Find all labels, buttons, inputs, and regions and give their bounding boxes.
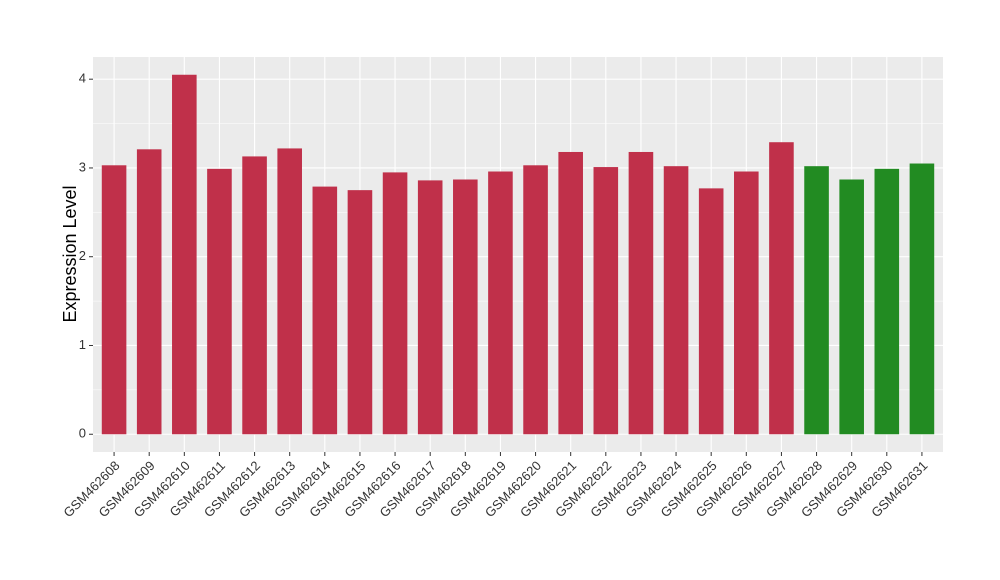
y-tick-label: 1	[79, 337, 86, 352]
bar	[874, 168, 900, 435]
bar	[804, 166, 829, 435]
bar	[172, 74, 197, 435]
bar	[417, 180, 443, 435]
bar	[277, 148, 302, 435]
bar	[558, 151, 583, 435]
bar	[663, 166, 689, 435]
bar	[207, 168, 232, 435]
bar	[242, 156, 267, 435]
bar	[312, 186, 338, 435]
y-tick-label: 3	[79, 159, 86, 174]
bar	[453, 179, 478, 435]
bar	[839, 179, 864, 435]
bar	[734, 171, 759, 435]
bar	[698, 188, 724, 435]
bar	[593, 167, 619, 435]
plot-background	[93, 57, 943, 452]
bar	[769, 142, 794, 435]
y-tick-label: 4	[79, 71, 86, 86]
bar	[909, 163, 935, 435]
y-tick-label: 0	[79, 426, 86, 441]
bar	[101, 165, 127, 435]
bar	[628, 151, 654, 435]
bar	[523, 165, 548, 435]
y-tick-label: 2	[79, 248, 86, 263]
bar	[488, 171, 513, 435]
y-axis-title: Expression Level	[60, 185, 80, 322]
bar	[136, 149, 162, 435]
bar	[347, 190, 373, 435]
bar	[382, 172, 408, 435]
